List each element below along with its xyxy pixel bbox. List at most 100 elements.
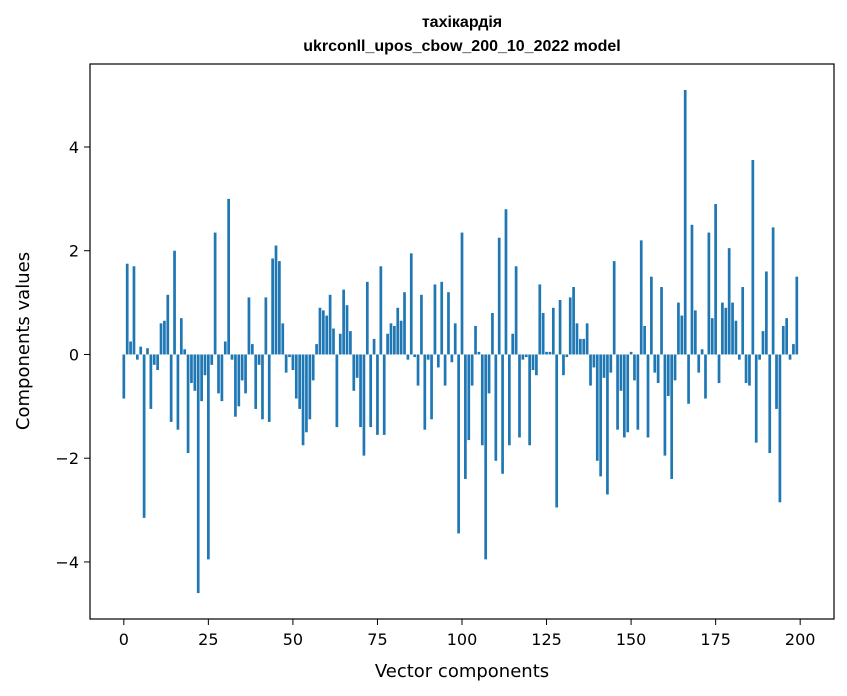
bar-123 [538, 284, 542, 355]
bar-73 [369, 354, 373, 428]
bar-101 [464, 354, 467, 479]
bar-136 [582, 338, 586, 355]
bar-96 [447, 292, 450, 355]
bar-180 [731, 302, 734, 355]
bar-154 [643, 325, 646, 355]
bar-116 [514, 266, 518, 355]
x-tick-label-75: 75 [367, 630, 387, 649]
bar-197 [788, 354, 792, 360]
bar-195 [781, 325, 785, 355]
bar-27 [213, 232, 217, 355]
bar-141 [599, 354, 603, 477]
bar-187 [754, 354, 758, 443]
bar-38 [250, 344, 254, 355]
bar-198 [792, 344, 795, 355]
chart-title: тахікардія [422, 14, 502, 31]
bar-89 [423, 354, 427, 430]
bar-196 [785, 318, 789, 355]
bar-72 [365, 281, 369, 355]
bar-152 [636, 354, 640, 430]
bar-107 [484, 354, 488, 560]
bar-183 [741, 287, 745, 355]
bar-70 [359, 354, 362, 428]
bar-128 [555, 354, 559, 508]
bar-159 [660, 287, 663, 355]
bar-149 [626, 354, 630, 433]
bar-109 [491, 312, 494, 355]
bar-163 [673, 354, 677, 381]
bar-52 [298, 354, 302, 409]
bar-181 [734, 320, 738, 355]
bar-44 [271, 258, 274, 355]
bar-114 [507, 354, 511, 446]
bar-132 [568, 297, 572, 355]
bar-24 [203, 354, 207, 376]
bar-19 [186, 354, 190, 454]
bar-130 [562, 354, 565, 376]
bar-18 [183, 349, 187, 355]
bar-45 [274, 245, 278, 355]
bar-23 [200, 354, 203, 402]
bar-32 [230, 354, 234, 360]
bar-113 [504, 209, 508, 355]
bar-76 [379, 266, 383, 355]
bar-37 [247, 297, 251, 355]
bar-121 [531, 354, 535, 371]
bar-143 [606, 354, 609, 495]
bar-98 [453, 323, 457, 355]
bar-41 [261, 354, 264, 420]
bar-179 [727, 248, 731, 355]
bar-105 [477, 351, 481, 355]
y-tick-label-2: 2 [69, 242, 79, 261]
bar-86 [413, 354, 417, 358]
bar-103 [470, 354, 474, 386]
bar-16 [176, 354, 180, 430]
bar-34 [237, 354, 241, 407]
bar-146 [616, 354, 619, 430]
x-tick-label-100: 100 [447, 630, 478, 649]
bar-47 [281, 323, 285, 355]
bar-118 [521, 354, 525, 360]
bar-189 [761, 331, 765, 355]
bar-125 [545, 351, 548, 355]
bar-13 [166, 294, 170, 355]
bar-42 [264, 297, 268, 355]
bar-53 [301, 354, 305, 446]
bar-102 [467, 354, 471, 441]
bar-29 [220, 354, 224, 402]
bar-91 [430, 354, 433, 420]
chart-subtitle: ukrconll_upos_cbow_200_10_2022 model [303, 38, 620, 55]
bar-137 [585, 323, 589, 355]
bars-group [122, 89, 799, 594]
bar-48 [284, 354, 288, 373]
bar-85 [409, 253, 413, 355]
x-tick-label-125: 125 [531, 630, 562, 649]
bar-9 [152, 354, 156, 365]
bar-79 [389, 323, 393, 355]
bar-171 [700, 349, 704, 355]
bar-188 [758, 354, 761, 360]
bar-194 [778, 354, 782, 503]
bar-59 [321, 310, 325, 355]
x-tick-label-200: 200 [785, 630, 816, 649]
bar-174 [710, 318, 714, 355]
bar-88 [420, 294, 423, 355]
bar-147 [619, 354, 623, 391]
bar-0 [122, 354, 126, 399]
bar-4 [135, 354, 139, 360]
bar-172 [704, 354, 707, 399]
bar-71 [362, 354, 366, 456]
bar-57 [315, 344, 318, 355]
bar-31 [227, 198, 231, 355]
bar-126 [548, 351, 552, 355]
bar-3 [132, 266, 136, 355]
bar-185 [748, 354, 751, 386]
bar-5 [139, 346, 143, 355]
bar-61 [328, 294, 332, 355]
bar-46 [278, 261, 281, 355]
bar-160 [663, 354, 667, 456]
bar-122 [535, 354, 538, 376]
bar-151 [633, 354, 636, 381]
bar-124 [541, 312, 545, 355]
